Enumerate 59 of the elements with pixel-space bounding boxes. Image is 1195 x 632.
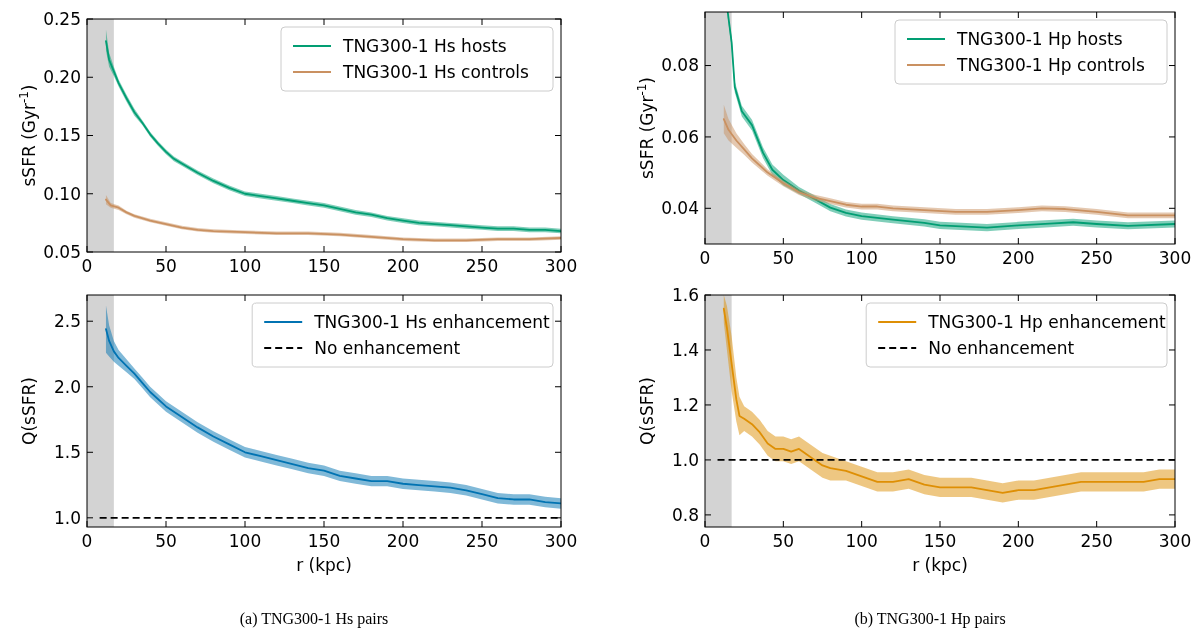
y-tick-label: 0.10 <box>43 183 81 204</box>
legend-label: TNG300-1 Hs hosts <box>342 35 507 56</box>
y-tick-label: 2.5 <box>53 311 81 332</box>
x-tick-label: 250 <box>1080 248 1113 268</box>
x-tick-label: 50 <box>772 531 795 551</box>
legend-label: TNG300-1 Hs controls <box>342 61 530 82</box>
legend-label: TNG300-1 Hp controls <box>956 54 1145 75</box>
y-tick-label: 1.5 <box>53 442 81 463</box>
y-tick-label: 0.15 <box>43 125 81 146</box>
text: (b) TNG300-1 Hp pairs <box>854 610 1006 628</box>
legend-label: No enhancement <box>928 337 1075 358</box>
x-tick-label: 0 <box>699 248 711 268</box>
legend-label: No enhancement <box>314 337 461 358</box>
y-tick-label: 0.20 <box>43 67 81 88</box>
x-tick-label: 300 <box>544 531 578 551</box>
y-tick-label: 0.8 <box>671 504 699 525</box>
x-tick-label: 250 <box>1080 531 1113 551</box>
x-tick-label: 100 <box>845 531 878 551</box>
y-axis-title: Q(sSFR) <box>637 377 657 445</box>
y-tick-label: 0.08 <box>661 55 699 76</box>
x-tick-label: 250 <box>465 531 499 551</box>
x-tick-label: 0 <box>81 256 93 276</box>
x-tick-label: 50 <box>772 248 795 268</box>
y-tick-label: 0.05 <box>43 241 81 262</box>
x-tick-label: 100 <box>228 531 262 551</box>
y-tick-label: 2.0 <box>53 376 81 397</box>
legend-label: TNG300-1 Hp enhancement <box>927 311 1167 332</box>
x-tick-label: 250 <box>465 256 499 276</box>
y-tick-label: 0.06 <box>661 126 699 147</box>
x-tick-label: 100 <box>845 248 878 268</box>
x-tick-label: 200 <box>386 531 420 551</box>
y-tick-label: 1.2 <box>671 394 699 415</box>
x-tick-label: 50 <box>155 256 177 276</box>
x-tick-label: 50 <box>155 531 177 551</box>
x-tick-label: 200 <box>1002 248 1035 268</box>
legend-label: TNG300-1 Hs enhancement <box>313 311 551 332</box>
x-tick-label: 300 <box>544 256 578 276</box>
y-tick-label: 1.6 <box>671 284 699 305</box>
x-tick-label: 0 <box>699 531 711 551</box>
y-tick-label: 0.25 <box>43 8 81 29</box>
x-tick-label: 100 <box>228 256 262 276</box>
x-tick-label: 200 <box>386 256 420 276</box>
x-tick-label: 150 <box>923 248 957 268</box>
x-tick-label: 150 <box>307 531 341 551</box>
y-tick-label: 1.0 <box>671 449 699 470</box>
x-tick-label: 150 <box>923 531 957 551</box>
y-tick-label: 1.4 <box>671 339 699 360</box>
legend-label: TNG300-1 Hp hosts <box>956 28 1123 49</box>
x-tick-label: 150 <box>307 256 341 276</box>
x-tick-label: 300 <box>1158 248 1192 268</box>
x-axis-title: r (kpc) <box>912 555 968 575</box>
x-axis-title: r (kpc) <box>296 555 352 575</box>
x-tick-label: 200 <box>1002 531 1035 551</box>
x-tick-label: 0 <box>81 531 93 551</box>
text: (a) TNG300-1 Hs pairs <box>239 610 389 628</box>
y-tick-label: 1.0 <box>53 507 81 528</box>
y-tick-label: 0.04 <box>661 198 699 219</box>
y-axis-title: Q(sSFR) <box>19 377 39 445</box>
x-tick-label: 300 <box>1158 531 1192 551</box>
